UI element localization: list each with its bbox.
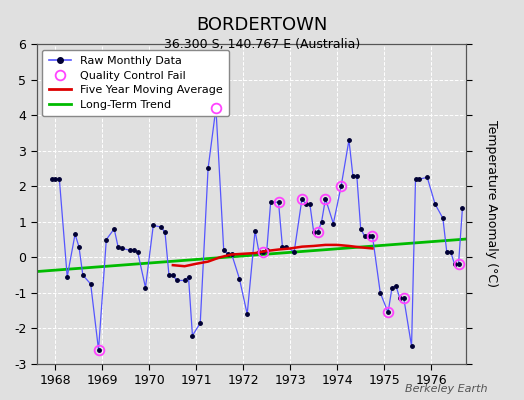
Text: BORDERTOWN: BORDERTOWN <box>196 16 328 34</box>
Text: Berkeley Earth: Berkeley Earth <box>405 384 487 394</box>
Y-axis label: Temperature Anomaly (°C): Temperature Anomaly (°C) <box>485 120 498 288</box>
Legend: Raw Monthly Data, Quality Control Fail, Five Year Moving Average, Long-Term Tren: Raw Monthly Data, Quality Control Fail, … <box>42 50 230 116</box>
Text: 36.300 S, 140.767 E (Australia): 36.300 S, 140.767 E (Australia) <box>164 38 360 51</box>
